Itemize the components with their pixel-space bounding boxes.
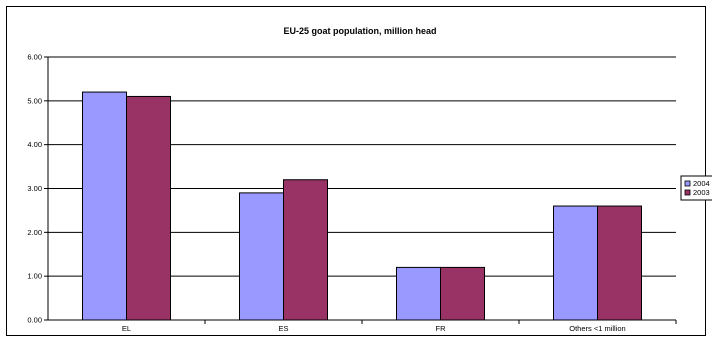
legend-swatch-2004 bbox=[684, 180, 691, 187]
bar-2004-others-1-million bbox=[553, 205, 598, 321]
bar-2003-el bbox=[126, 95, 171, 321]
bar-2004-el bbox=[82, 91, 127, 321]
x-tick-label: EL bbox=[122, 324, 131, 333]
y-tick-label: 1.00 bbox=[27, 272, 42, 281]
y-tick-label: 2.00 bbox=[27, 228, 42, 237]
x-tick-label: ES bbox=[278, 324, 288, 333]
bar-2003-others-1-million bbox=[597, 205, 642, 321]
x-tick-label: Others <1 million bbox=[569, 324, 625, 333]
bar-2003-es bbox=[283, 179, 328, 321]
legend-label-2004: 2004 bbox=[693, 179, 710, 188]
bar-2004-fr bbox=[396, 266, 441, 321]
legend-box bbox=[680, 175, 712, 201]
bar-2003-fr bbox=[440, 266, 485, 321]
y-tick-label: 3.00 bbox=[27, 184, 42, 193]
legend-label-2003: 2003 bbox=[693, 188, 710, 197]
y-tick-label: 5.00 bbox=[27, 96, 42, 105]
y-tick-label: 4.00 bbox=[27, 140, 42, 149]
y-tick-label: 6.00 bbox=[27, 53, 42, 62]
axes: 0.00 1.00 2.00 3.00 4.00 5.00 6.00 EL ES FR Others… bbox=[27, 53, 677, 333]
bars bbox=[82, 91, 642, 321]
bar-2004-es bbox=[239, 192, 284, 321]
y-tick-label: 0.00 bbox=[27, 316, 42, 325]
x-tick-label: FR bbox=[436, 324, 447, 333]
legend-swatch-2003 bbox=[684, 189, 691, 196]
chart-title: EU-25 goat population, million head bbox=[283, 26, 436, 36]
